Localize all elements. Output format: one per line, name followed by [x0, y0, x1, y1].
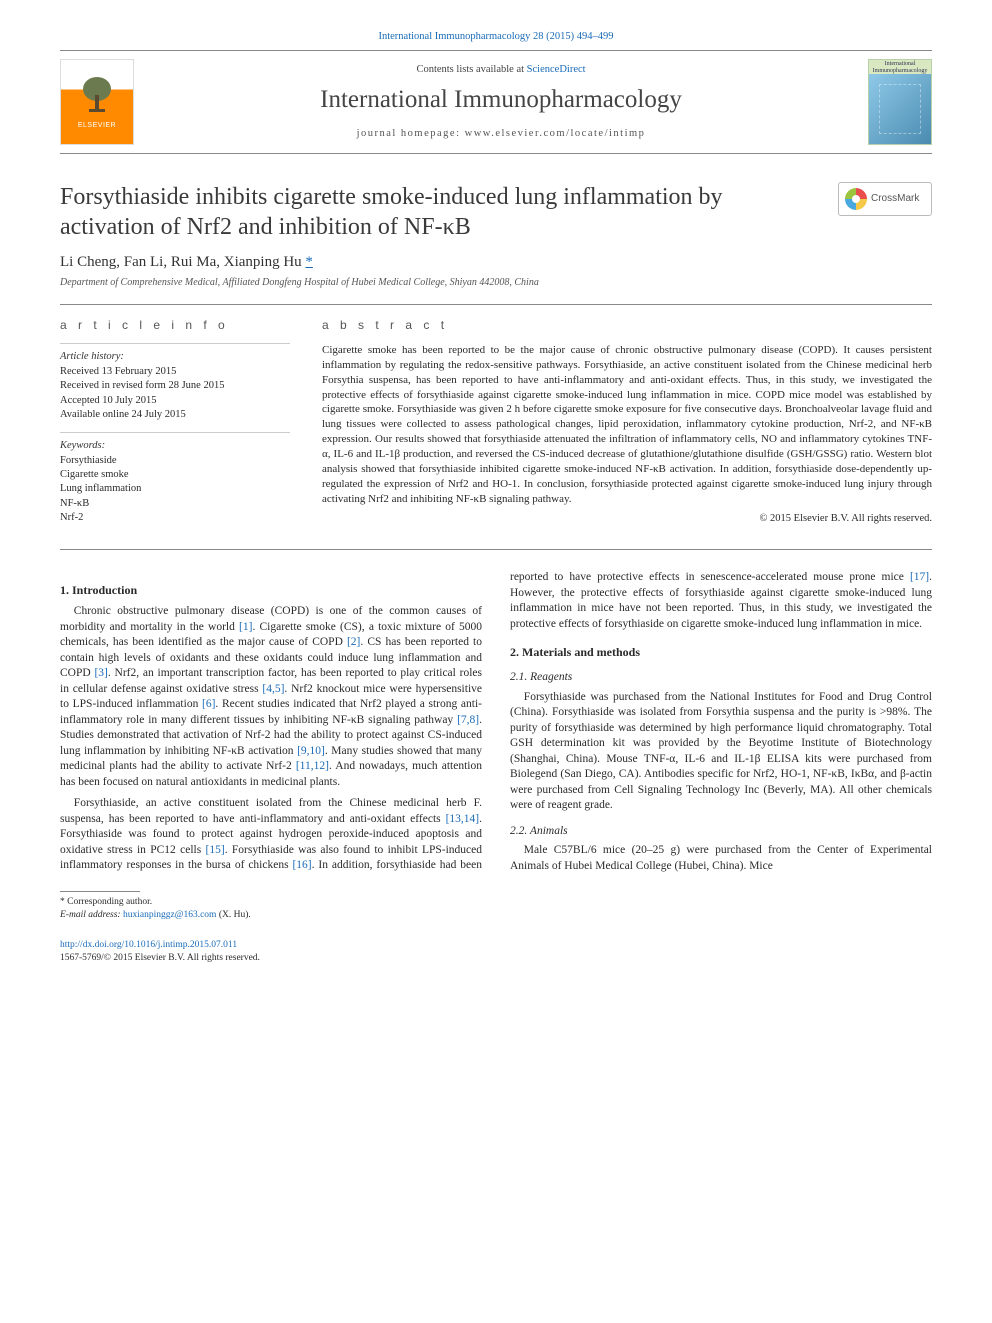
ref-link[interactable]: [7,8] — [457, 714, 479, 726]
footnote-rule — [60, 891, 140, 892]
crossmark-icon — [845, 188, 867, 210]
article-info-heading: a r t i c l e i n f o — [60, 317, 290, 333]
journal-name: International Immunopharmacology — [148, 83, 854, 117]
elsevier-logo: ELSEVIER — [60, 59, 134, 145]
history-line: Available online 24 July 2015 — [60, 408, 290, 422]
homepage-line: journal homepage: www.elsevier.com/locat… — [148, 127, 854, 141]
title-row: Forsythiaside inhibits cigarette smoke-i… — [60, 182, 932, 242]
journal-header: ELSEVIER Contents lists available at Sci… — [60, 50, 932, 154]
keywords-label: Keywords: — [60, 439, 290, 453]
footnote-block: * Corresponding author. E-mail address: … — [60, 896, 932, 921]
keyword: Forsythiaside — [60, 454, 290, 468]
history-line: Received in revised form 28 June 2015 — [60, 379, 290, 393]
abstract-copyright: © 2015 Elsevier B.V. All rights reserved… — [322, 512, 932, 526]
sciencedirect-link[interactable]: ScienceDirect — [527, 64, 586, 75]
keyword: NF-κB — [60, 497, 290, 511]
section-heading-intro: 1. Introduction — [60, 582, 482, 598]
ref-link[interactable]: [15] — [206, 844, 225, 856]
keyword: Nrf-2 — [60, 511, 290, 525]
reagents-para: Forsythiaside was purchased from the Nat… — [510, 690, 932, 814]
info-abstract-row: a r t i c l e i n f o Article history: R… — [60, 304, 932, 550]
article-history-label: Article history: — [60, 350, 290, 364]
animals-para: Male C57BL/6 mice (20–25 g) were purchas… — [510, 843, 932, 874]
intro-para-1: Chronic obstructive pulmonary disease (C… — [60, 604, 482, 790]
running-head: International Immunopharmacology 28 (201… — [60, 30, 932, 44]
text-run: Forsythiaside, an active constituent iso… — [60, 797, 482, 825]
email-line: E-mail address: huxianpinggz@163.com (X.… — [60, 909, 932, 921]
issn-copyright: 1567-5769/© 2015 Elsevier B.V. All right… — [60, 952, 932, 965]
journal-cover-thumb: International Immunopharmacology — [868, 59, 932, 145]
keyword: Cigarette smoke — [60, 468, 290, 482]
contents-line: Contents lists available at ScienceDirec… — [148, 63, 854, 77]
elsevier-wordmark: ELSEVIER — [78, 121, 116, 130]
crossmark-badge[interactable]: CrossMark — [838, 182, 932, 216]
corresponding-author-note: * Corresponding author. — [60, 896, 932, 908]
header-center: Contents lists available at ScienceDirec… — [148, 55, 854, 149]
ref-link[interactable]: [1] — [239, 621, 252, 633]
contents-prefix: Contents lists available at — [416, 64, 526, 75]
ref-link[interactable]: [17] — [910, 571, 929, 583]
abstract-col: a b s t r a c t Cigarette smoke has been… — [322, 317, 932, 535]
doi-link[interactable]: http://dx.doi.org/10.1016/j.intimp.2015.… — [60, 940, 237, 950]
email-link[interactable]: huxianpinggz@163.com — [123, 910, 216, 920]
ref-link[interactable]: [2] — [347, 636, 360, 648]
abstract-heading: a b s t r a c t — [322, 317, 932, 333]
ref-link[interactable]: [6] — [202, 698, 215, 710]
subsection-heading-reagents: 2.1. Reagents — [510, 670, 932, 686]
crossmark-label: CrossMark — [871, 192, 919, 206]
authors-names: Li Cheng, Fan Li, Rui Ma, Xianping Hu — [60, 254, 305, 270]
ref-link[interactable]: [11,12] — [296, 760, 329, 772]
article-title: Forsythiaside inhibits cigarette smoke-i… — [60, 182, 818, 242]
affiliation: Department of Comprehensive Medical, Aff… — [60, 276, 932, 290]
elsevier-tree-icon — [74, 73, 120, 119]
keywords-block: Keywords: Forsythiaside Cigarette smoke … — [60, 432, 290, 525]
ref-link[interactable]: [9,10] — [297, 745, 325, 757]
history-line: Accepted 10 July 2015 — [60, 394, 290, 408]
history-line: Received 13 February 2015 — [60, 365, 290, 379]
email-suffix: (X. Hu). — [216, 910, 250, 920]
running-head-link[interactable]: International Immunopharmacology 28 (201… — [378, 31, 613, 42]
subsection-heading-animals: 2.2. Animals — [510, 824, 932, 840]
cover-thumb-label: International Immunopharmacology — [869, 60, 931, 74]
authors-line: Li Cheng, Fan Li, Rui Ma, Xianping Hu * — [60, 252, 932, 272]
section-heading-mm: 2. Materials and methods — [510, 644, 932, 660]
article-history-block: Article history: Received 13 February 20… — [60, 343, 290, 422]
ref-link[interactable]: [13,14] — [446, 813, 480, 825]
ref-link[interactable]: [4,5] — [262, 683, 284, 695]
cover-thumb-art — [869, 74, 931, 144]
body-columns: 1. Introduction Chronic obstructive pulm… — [60, 570, 932, 877]
email-label: E-mail address: — [60, 910, 123, 920]
keyword: Lung inflammation — [60, 482, 290, 496]
bottom-block: http://dx.doi.org/10.1016/j.intimp.2015.… — [60, 939, 932, 965]
article-info-col: a r t i c l e i n f o Article history: R… — [60, 317, 290, 535]
homepage-prefix: journal homepage: — [357, 128, 465, 139]
ref-link[interactable]: [3] — [94, 667, 107, 679]
abstract-text: Cigarette smoke has been reported to be … — [322, 343, 932, 506]
ref-link[interactable]: [16] — [292, 859, 311, 871]
corresponding-author-star[interactable]: * — [305, 254, 313, 270]
homepage-url: www.elsevier.com/locate/intimp — [465, 128, 646, 139]
